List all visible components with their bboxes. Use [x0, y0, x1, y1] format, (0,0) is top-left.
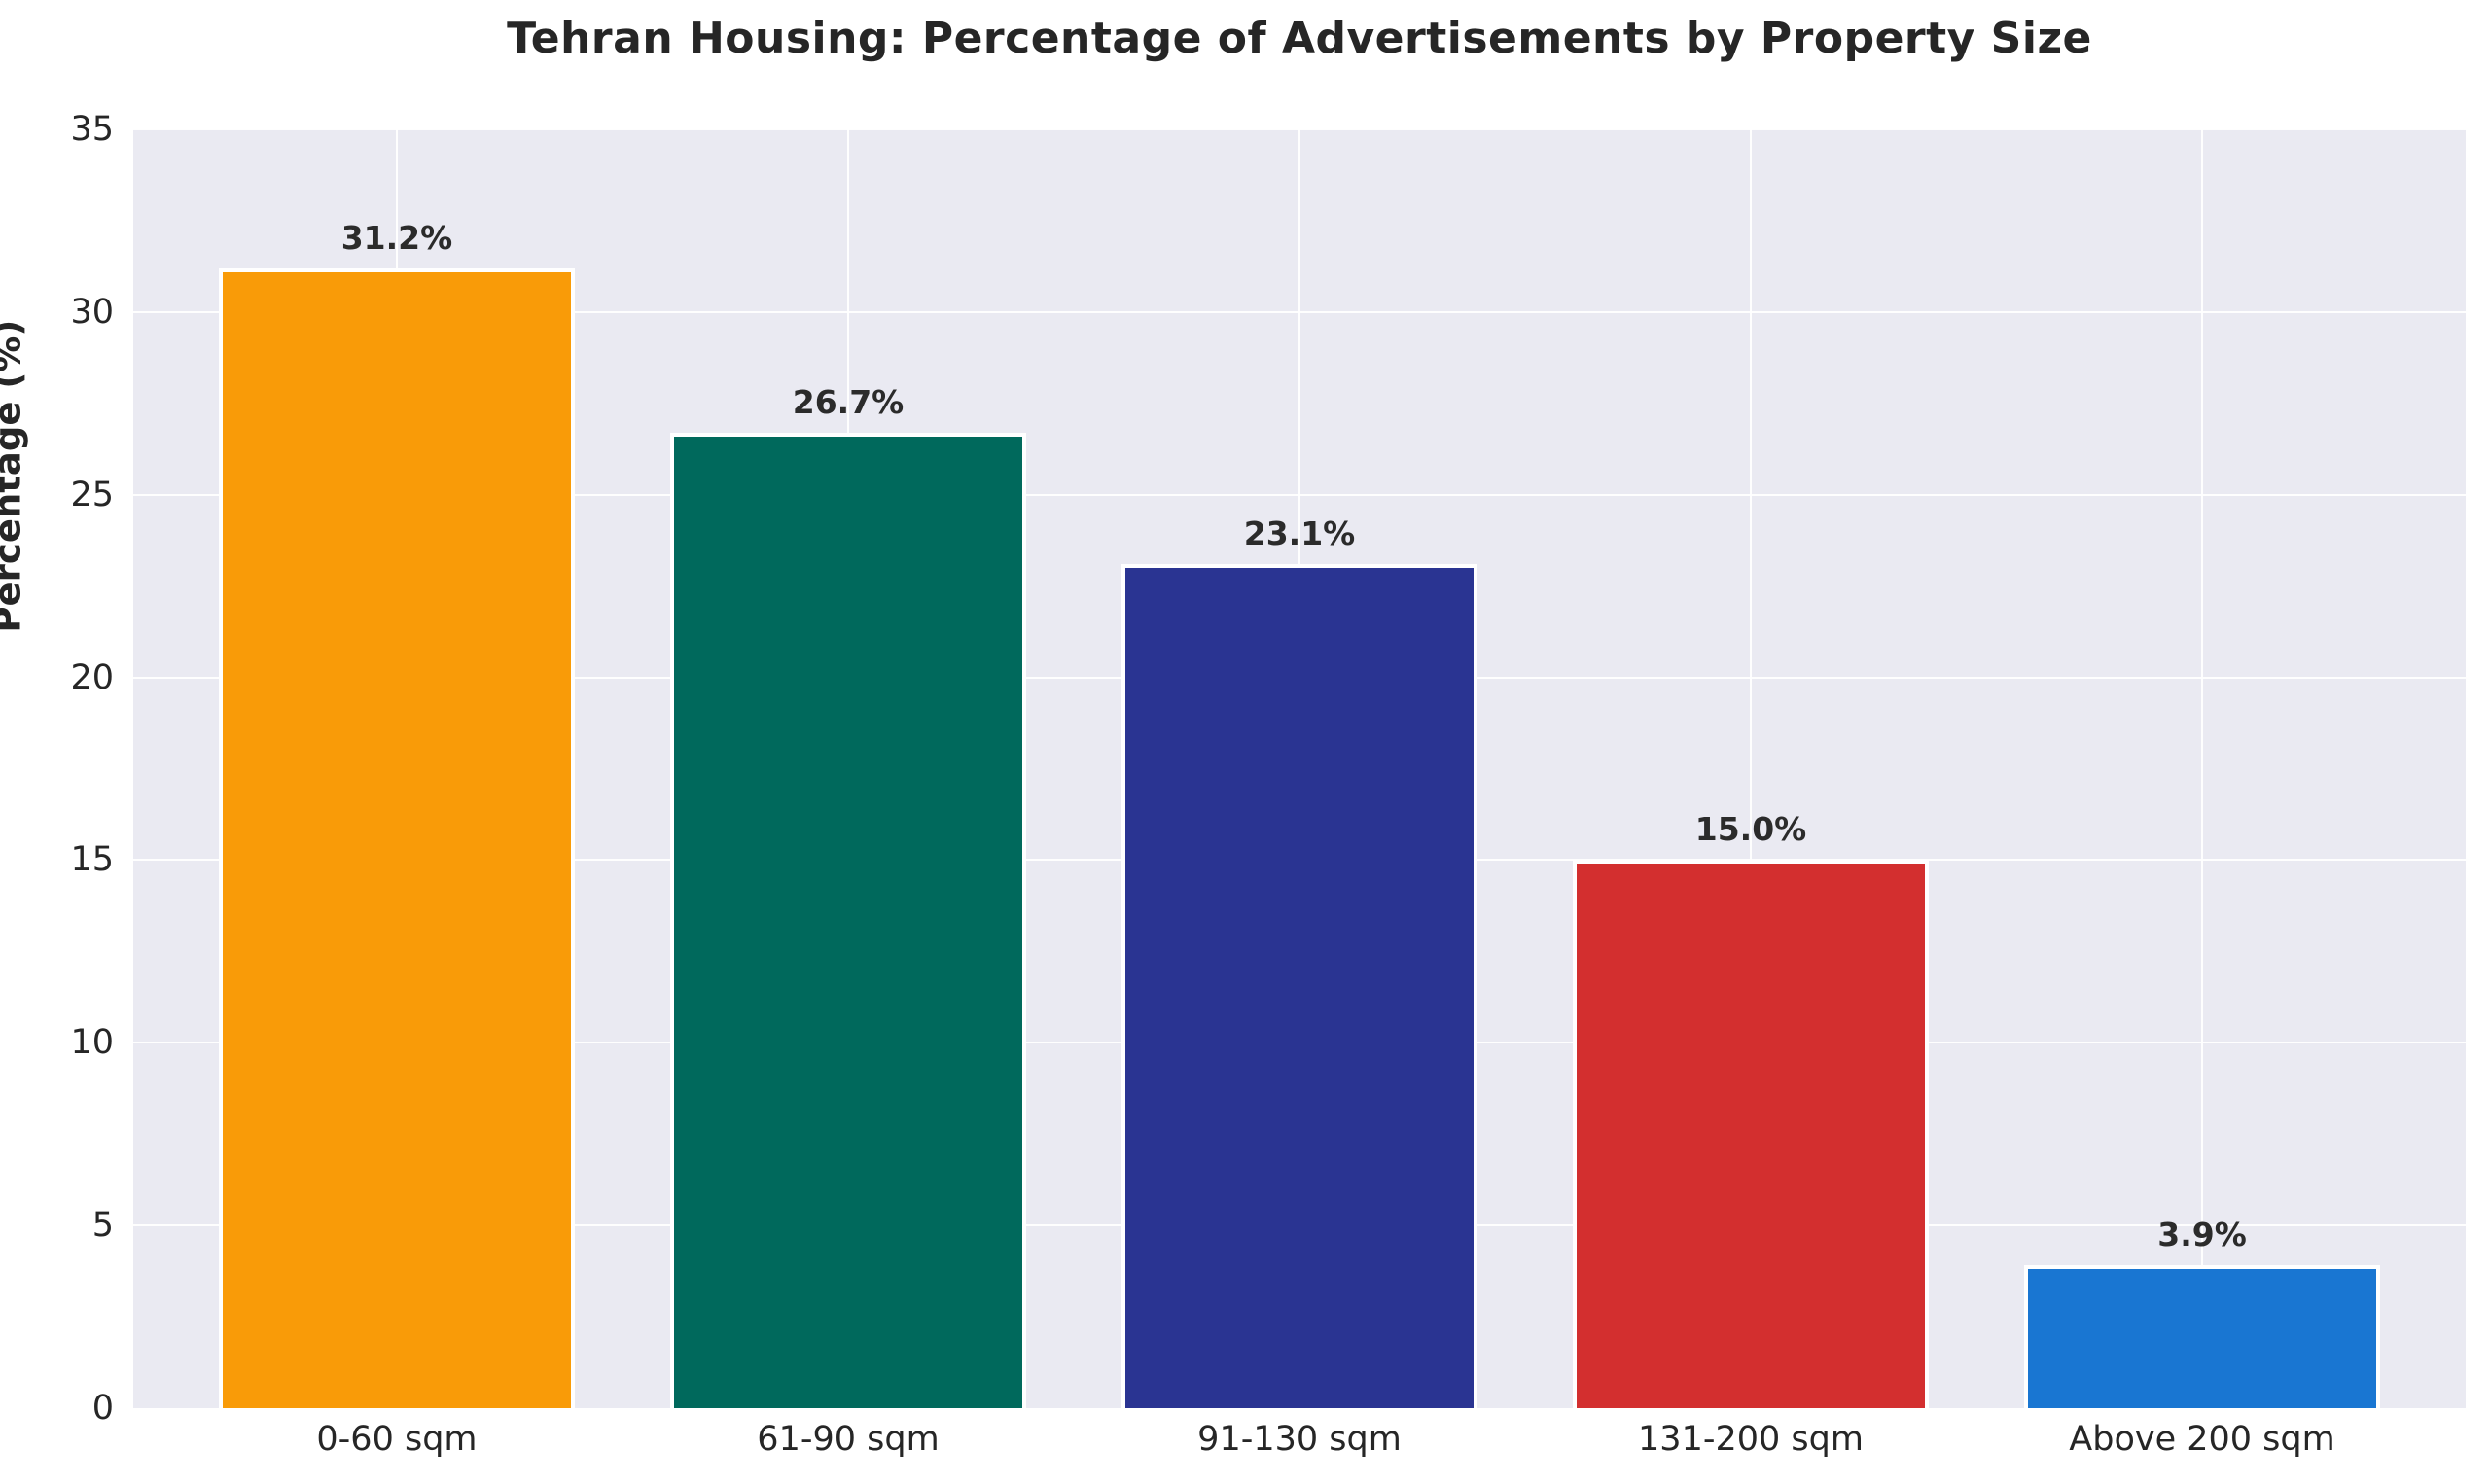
y-tick-label: 0: [91, 1389, 114, 1428]
y-axis-label: Percentage (%): [0, 319, 29, 633]
gridline-vertical: [1750, 129, 1752, 1408]
x-tick-label: 131-200 sqm: [1638, 1420, 1864, 1459]
gridline-vertical: [2201, 129, 2204, 1408]
x-tick-label: 0-60 sqm: [316, 1420, 478, 1459]
plot-area: 31.2% 26.7% 23.1% 15.0% 3.9%: [133, 128, 2466, 1408]
bar-value-label: 15.0%: [1694, 810, 1807, 849]
bar-0-60-sqm: [218, 267, 576, 1408]
y-tick-label: 25: [70, 475, 114, 514]
bar-131-200-sqm: [1572, 860, 1930, 1408]
bar-61-90-sqm: [669, 432, 1027, 1408]
y-tick-label: 20: [70, 657, 114, 697]
bar-value-label: 3.9%: [2157, 1216, 2247, 1254]
x-tick-label: Above 200 sqm: [2069, 1420, 2335, 1459]
y-tick-label: 15: [70, 840, 114, 880]
y-tick-label: 30: [70, 292, 114, 332]
x-tick-label: 91-130 sqm: [1197, 1420, 1402, 1459]
y-tick-label: 35: [70, 110, 114, 149]
bar-value-label: 26.7%: [792, 382, 905, 421]
bar-value-label: 23.1%: [1243, 514, 1356, 553]
y-tick-label: 5: [91, 1206, 114, 1246]
chart-title: Tehran Housing: Percentage of Advertisem…: [507, 14, 2092, 63]
bar-91-130-sqm: [1120, 564, 1478, 1408]
bar-value-label: 31.2%: [340, 218, 453, 257]
bar-above-200-sqm: [2023, 1265, 2381, 1408]
y-tick-label: 10: [70, 1023, 114, 1063]
x-tick-label: 61-90 sqm: [757, 1420, 940, 1459]
